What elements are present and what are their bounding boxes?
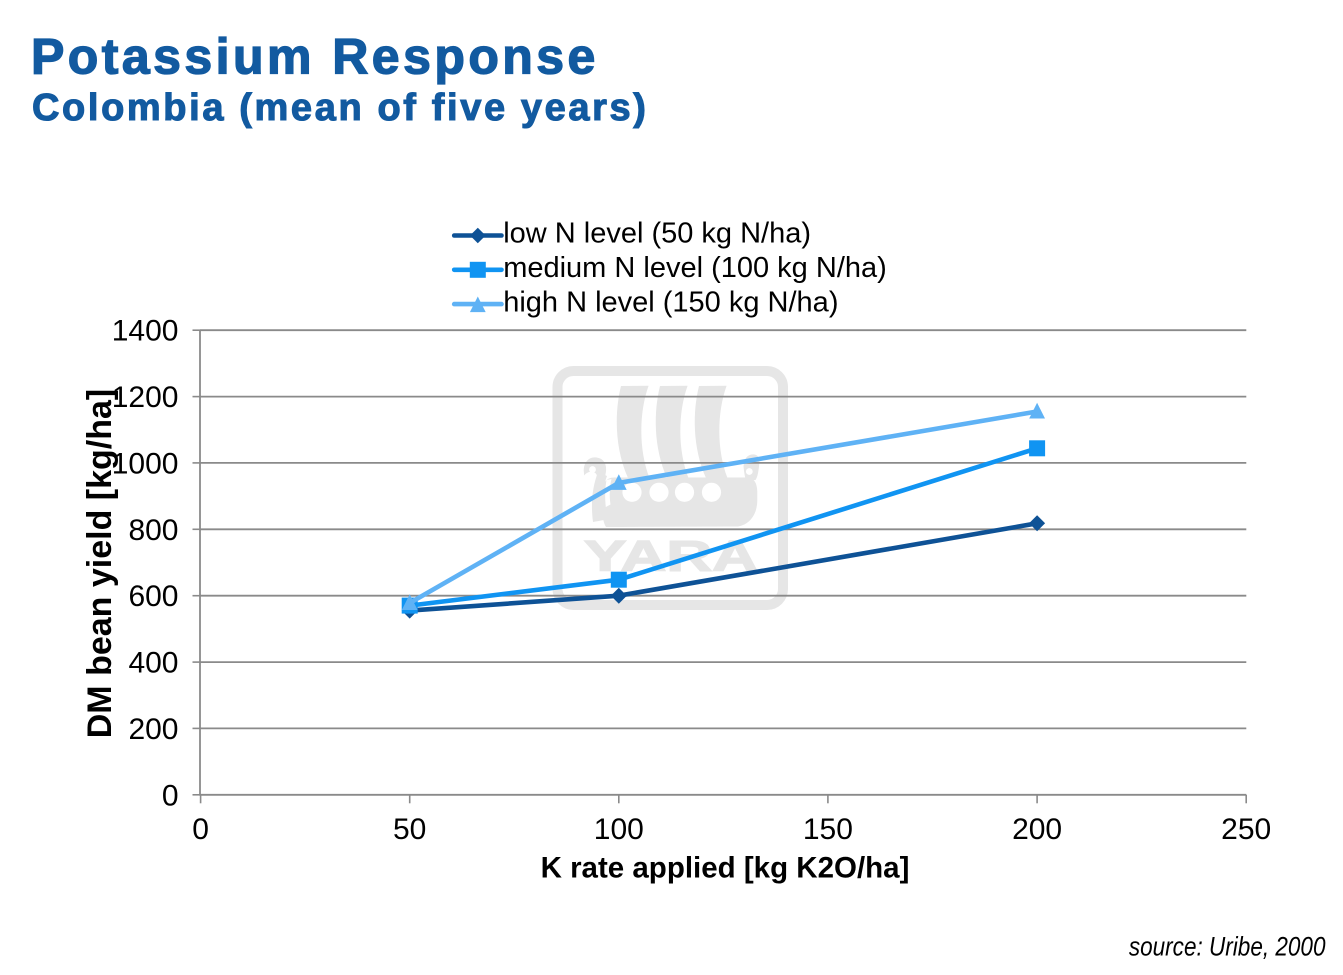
svg-text:0: 0 bbox=[192, 813, 209, 846]
svg-text:600: 600 bbox=[128, 580, 178, 613]
svg-text:400: 400 bbox=[128, 647, 178, 680]
svg-text:200: 200 bbox=[1012, 813, 1062, 846]
svg-text:1000: 1000 bbox=[112, 447, 179, 480]
svg-text:200: 200 bbox=[128, 713, 178, 746]
svg-text:Colombia (mean of five years): Colombia (mean of five years) bbox=[32, 87, 649, 129]
svg-text:DM bean yield [kg/ha]: DM bean yield [kg/ha] bbox=[81, 389, 119, 739]
svg-text:800: 800 bbox=[128, 514, 178, 547]
svg-text:1400: 1400 bbox=[112, 315, 179, 348]
svg-text:50: 50 bbox=[393, 813, 426, 846]
svg-text:1200: 1200 bbox=[112, 381, 179, 414]
svg-text:medium N level (100 kg N/ha): medium N level (100 kg N/ha) bbox=[503, 252, 887, 284]
svg-text:K rate applied [kg K2O/ha]: K rate applied [kg K2O/ha] bbox=[541, 852, 910, 885]
svg-text:100: 100 bbox=[594, 813, 644, 846]
svg-text:high N level (150 kg N/ha): high N level (150 kg N/ha) bbox=[503, 286, 838, 318]
svg-text:250: 250 bbox=[1221, 813, 1271, 846]
svg-text:0: 0 bbox=[162, 779, 179, 812]
svg-text:low N level (50 kg N/ha): low N level (50 kg N/ha) bbox=[503, 218, 811, 250]
svg-text:YARA: YARA bbox=[584, 533, 758, 581]
svg-text:Potassium Response: Potassium Response bbox=[31, 28, 599, 84]
svg-text:150: 150 bbox=[803, 813, 853, 846]
svg-text:source: Uribe, 2000: source: Uribe, 2000 bbox=[1129, 932, 1326, 962]
